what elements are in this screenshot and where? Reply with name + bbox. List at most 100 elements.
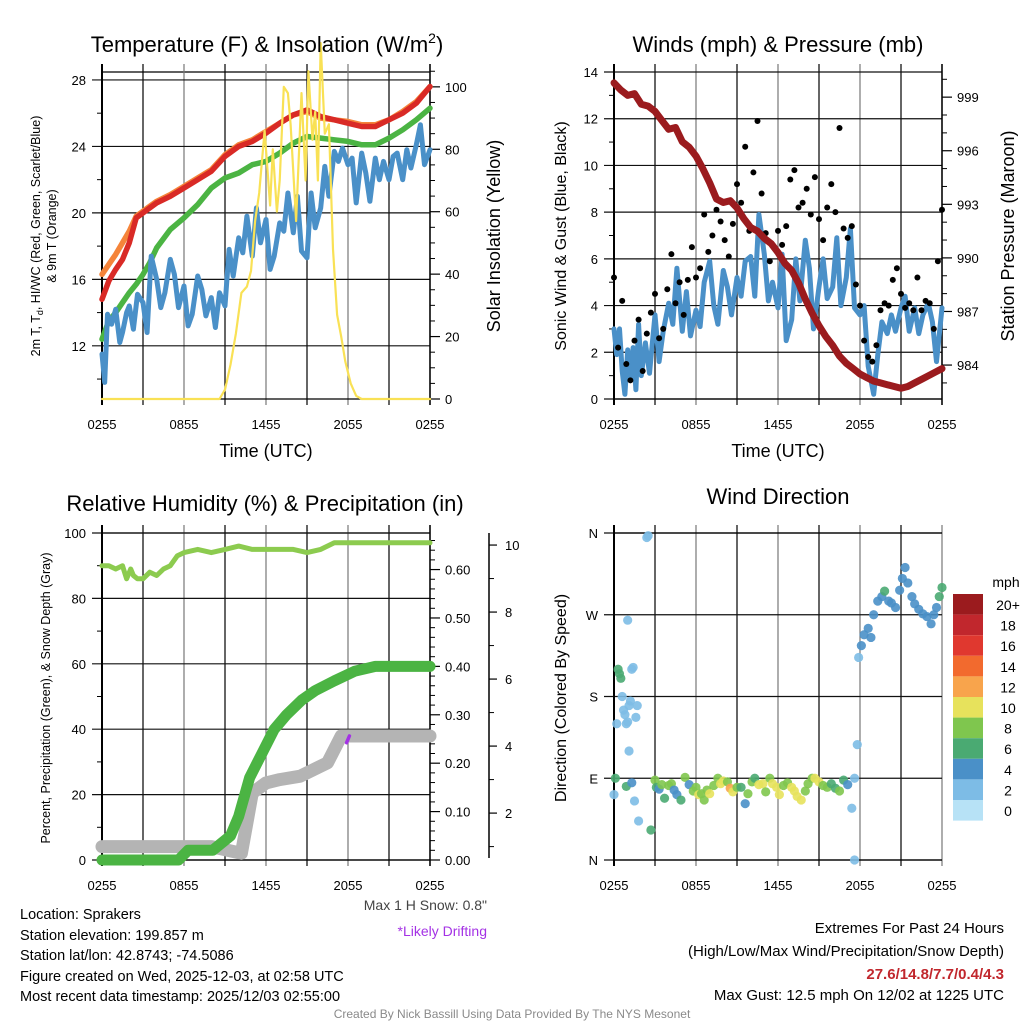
gust-point (672, 300, 679, 307)
colorbar-label: 18 (1000, 618, 1016, 634)
gust-point (820, 237, 827, 244)
direction-point (849, 773, 860, 783)
gust-point (725, 253, 732, 260)
colorbar-swatch (953, 738, 983, 759)
x-tick-label: 0255 (88, 878, 117, 893)
direction-point (650, 775, 660, 785)
direction-point (627, 778, 637, 788)
x-tick-label: 0255 (416, 878, 445, 893)
x-tick-label: 2055 (334, 878, 363, 893)
gust-point (844, 234, 851, 241)
right-tick-label: 0.30 (445, 708, 470, 723)
series-station-pressure (610, 79, 946, 392)
snow-tick-label: 8 (505, 605, 512, 620)
direction-point (617, 691, 627, 702)
y-axis-title: 2m T, Td, HI/WC (Red, Green, Scarlet/Blu… (29, 116, 45, 357)
x-tick-label: 0255 (928, 878, 957, 893)
right-tick-label: 40 (445, 267, 459, 282)
extremes-values: 27.6/14.8/7.7/0.4/4.3 (866, 966, 1004, 983)
direction-point (849, 855, 860, 865)
gust-point (750, 169, 757, 176)
y-tick-label: 80 (72, 591, 86, 606)
right-tick-label: 100 (445, 80, 467, 95)
gust-point (766, 258, 773, 265)
gust-point (688, 244, 695, 251)
gust-point (791, 167, 798, 174)
direction-point (926, 619, 936, 629)
colorbar-swatch (953, 594, 983, 615)
gust-point (635, 316, 642, 323)
colorbar-label: 6 (1004, 741, 1012, 757)
created-text: Figure created on Wed, 2025-12-03, at 02… (20, 968, 344, 985)
location-text: Location: Sprakers (20, 907, 141, 923)
gust-point (713, 206, 720, 213)
right-tick-label: 990 (957, 251, 979, 266)
series-sonic-wind (611, 212, 945, 397)
right-tick-label: 0.60 (445, 563, 470, 578)
series-relative-humidity (99, 540, 433, 582)
gust-point (816, 216, 822, 223)
gust-point (939, 206, 945, 213)
y-tick-label: 0 (79, 853, 86, 868)
series-2m-temp (99, 83, 433, 303)
x-axis-title: Time (UTC) (219, 441, 312, 461)
plot-4 (604, 525, 943, 866)
gust-point (705, 248, 712, 255)
max-gust-text: Max Gust: 12.5 mph On 12/02 at 1225 UTC (713, 987, 1004, 1004)
gust-point (693, 274, 699, 281)
y-tick-label: 100 (64, 526, 86, 541)
snow-tick-label: 6 (505, 672, 512, 687)
gust-point (799, 199, 806, 206)
colorbar-swatch (953, 655, 983, 677)
snow-tick-label: 2 (505, 806, 512, 821)
right-tick-label: 0 (445, 392, 452, 407)
right-axis-insolation (429, 64, 440, 405)
right-tick-label: 993 (957, 197, 979, 212)
y-tick-label: 4 (591, 299, 598, 314)
gust-point (643, 330, 650, 337)
direction-point (931, 602, 942, 613)
series-likely-drifting (344, 734, 352, 745)
x-tick-label: 0855 (682, 417, 711, 432)
gust-point (652, 290, 658, 297)
direction-point (796, 795, 806, 805)
direction-point (890, 602, 901, 613)
direction-point (705, 789, 715, 799)
x-tick-label: 0255 (600, 878, 629, 893)
y-tick-label: E (589, 771, 598, 786)
x-tick-label: 1455 (252, 417, 281, 432)
gust-point (832, 209, 839, 216)
right-tick-label: 0.50 (445, 611, 470, 626)
y-tick-label: 60 (72, 657, 86, 672)
direction-point (880, 586, 890, 596)
y-tick-label: 14 (584, 65, 598, 80)
gust-point (656, 335, 663, 342)
gust-point (811, 174, 818, 181)
right-tick-label: 80 (445, 142, 459, 157)
gust-point (857, 302, 863, 309)
direction-point (929, 610, 939, 620)
series-precipitation (96, 660, 436, 866)
direction-point (628, 662, 638, 673)
gust-point (898, 290, 904, 297)
y-tick-label: W (586, 608, 599, 623)
gust-point (873, 342, 880, 349)
direction-point (740, 799, 750, 809)
extremes-subtitle: (High/Low/Max Wind/Precipitation/Snow De… (688, 943, 1004, 960)
direction-point (834, 786, 845, 796)
direction-point (624, 700, 634, 711)
right-axis-snow (488, 533, 497, 858)
right-tick-label: 984 (957, 358, 979, 373)
series-solar-insolation (100, 42, 432, 401)
colorbar-swatch (953, 697, 983, 718)
right-tick-label: 987 (957, 304, 979, 319)
y-axis-title-line2: & 9m T (Orange) (45, 189, 59, 282)
direction-point (866, 632, 876, 643)
colorbar-label: 14 (1000, 659, 1016, 675)
direction-point (646, 825, 656, 835)
gust-point (729, 220, 736, 227)
series-wind-direction (609, 531, 947, 865)
direction-point (854, 652, 864, 663)
gust-point (783, 223, 790, 230)
